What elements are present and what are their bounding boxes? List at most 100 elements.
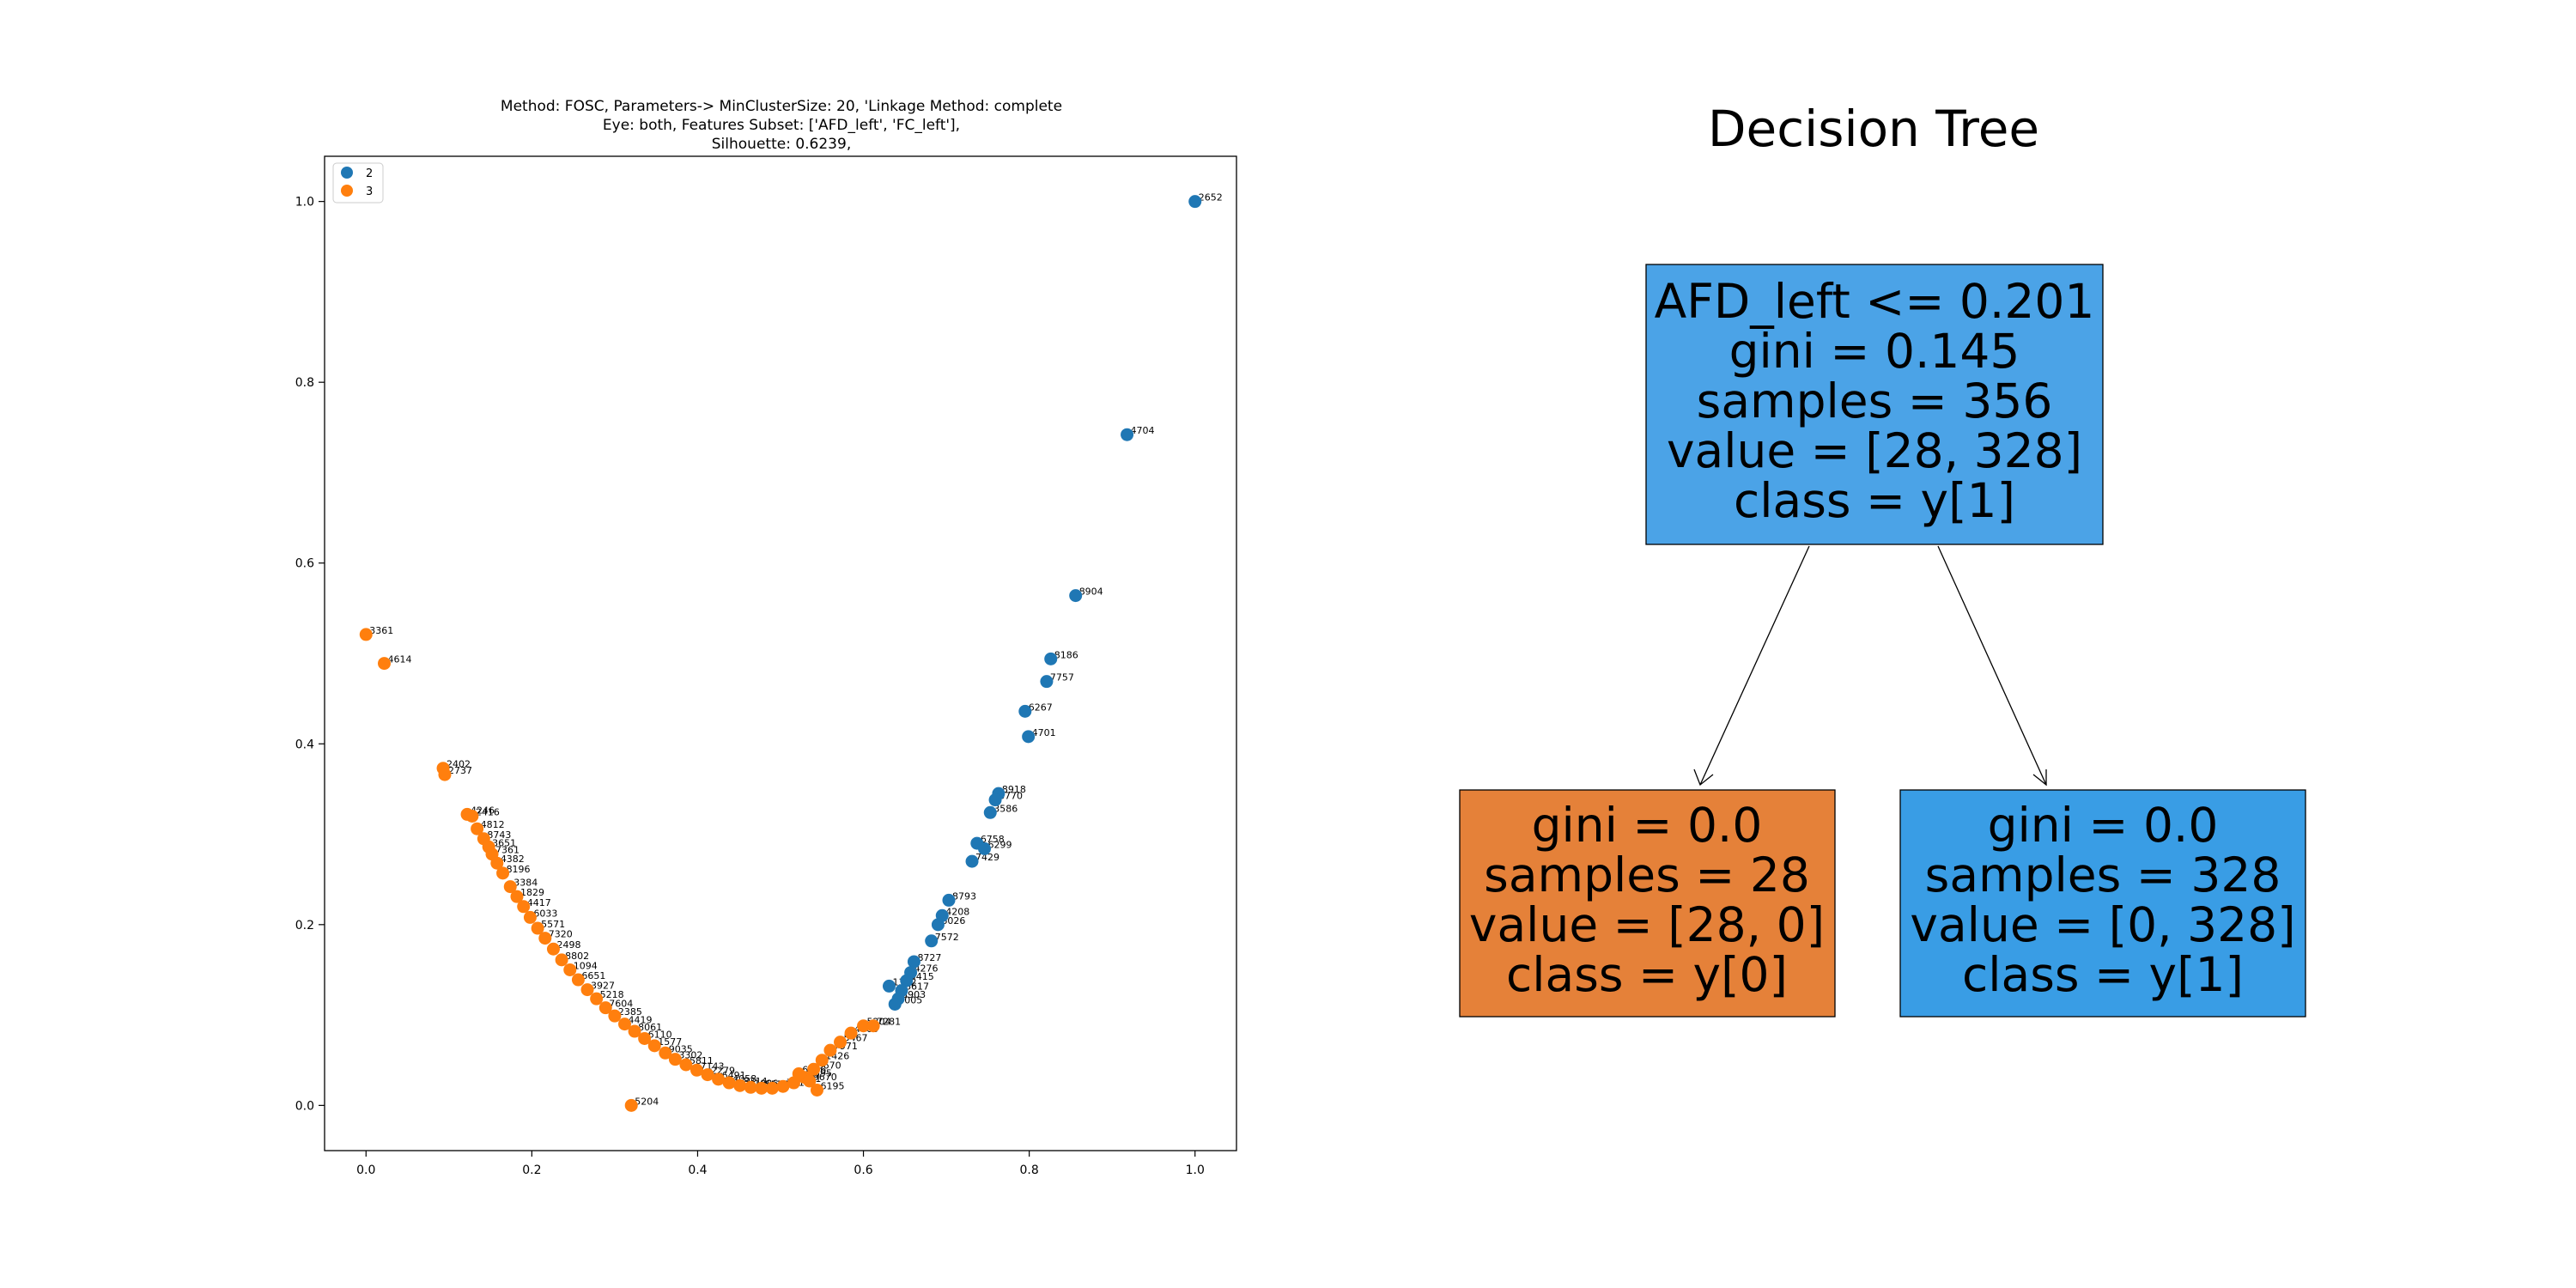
point-label: 1094 [574,960,598,971]
point-label: 8904 [1079,586,1103,598]
point-label: 6299 [988,839,1012,850]
point-labels: 2652470489048186775762674701891887703586… [369,192,1222,1108]
scatter-point-series-3 [471,822,484,835]
point-label: 2737 [448,765,472,776]
edge-root-right-arrowhead [2032,769,2047,787]
point-label: 7429 [975,852,999,863]
point-label: 2416 [476,806,500,817]
left-class: class = y[0] [1506,947,1788,1002]
legend-marker-2 [341,167,353,179]
scatter-point-series-3 [803,1074,817,1088]
point-label: 9670 [813,1072,837,1083]
point-label: 2402 [447,759,471,770]
y-tick-label: 0.2 [295,919,314,933]
point-label: 6651 [581,970,605,981]
scatter-point-series-2 [1044,652,1058,665]
scatter-point-series-3 [531,921,544,935]
scatter-point-series-2 [1018,704,1032,718]
point-label: 4704 [1131,425,1155,436]
scatter-point-series-2 [1040,675,1054,689]
scatter-point-series-3 [744,1080,757,1094]
scatter-point-series-3 [668,1053,682,1066]
x-tick-label: 1.0 [1186,1163,1205,1177]
point-label: 4812 [481,819,505,830]
scatter-point-series-3 [807,1062,821,1076]
edge-root-right [1937,545,2047,786]
scatter-point-series-2 [1121,428,1134,441]
right-samples: samples = 328 [1925,848,2281,902]
point-label: 2652 [1199,192,1223,204]
scatter-point-series-3 [378,657,392,671]
y-tick-label: 1.0 [295,196,314,210]
scatter-point-series-2 [888,997,902,1011]
scatter-point-series-3 [810,1083,823,1097]
point-label: 7572 [935,932,959,943]
scatter-point-series-2 [1022,730,1036,744]
legend-marker-3 [341,185,353,197]
x-tick-label: 0.6 [854,1163,872,1177]
right-gini: gini = 0.0 [1988,798,2219,853]
legend-label-2: 2 [366,167,373,180]
point-label: 6758 [981,834,1005,845]
scatter-point-series-3 [590,992,604,1005]
tree-node-right-box [1899,789,2306,1018]
right-class: class = y[1] [1962,947,2244,1002]
tree-node-root-box [1645,264,2104,545]
point-label: 2385 [618,1006,642,1018]
scatter-point-series-3 [598,1001,612,1015]
point-label: 6267 [1029,702,1053,713]
point-label: 7281 [877,1017,901,1028]
point-label: 6110 [648,1029,672,1040]
edge-root-left [1699,545,1810,786]
scatter-point-series-2 [978,841,992,855]
point-label: 7361 [495,845,519,856]
scatter-point-series-3 [844,1026,858,1040]
scatter-point-series-3 [465,809,479,823]
scatter-point-series-3 [496,866,510,880]
plot-title-line-1: Method: FOSC, Parameters-> MinClusterSiz… [501,98,1062,115]
scatter-point-series-2 [900,974,914,987]
scatter-point-series-3 [659,1046,672,1060]
point-label: 1829 [520,887,544,898]
point-label: 2498 [556,939,580,951]
point-label: 5218 [600,989,624,1000]
point-label: 4208 [945,906,969,917]
y-tick-label: 0.4 [295,738,314,751]
point-label: 7320 [549,929,573,940]
point-label: 8918 [1002,784,1026,795]
plot-title-line-3: Silhouette: 0.6239, [712,136,851,153]
scatter-point-series-2 [988,793,1002,807]
scatter-point-series-3 [679,1058,693,1072]
scatter-point-series-3 [359,628,373,641]
scatter-point-series-2 [925,934,939,948]
legend: 2 3 [332,162,384,204]
tree-node-left-box [1459,789,1836,1018]
x-tick-label: 0.2 [522,1163,541,1177]
y-tick-label: 0.8 [295,376,314,390]
point-label: 4382 [501,854,525,865]
scatter-point-series-3 [490,856,504,870]
tree-node-right: gini = 0.0 samples = 328 value = [0, 328… [1899,789,2306,1018]
root-class: class = y[1] [1734,473,2015,528]
point-label: 4276 [914,963,939,975]
left-samples: samples = 28 [1484,848,1810,902]
legend-box [332,162,384,204]
x-tick-label: 0.4 [688,1163,707,1177]
scatter-point-series-2 [1069,589,1083,603]
scatter-point-series-3 [690,1063,703,1077]
scatter-point-series-2 [907,955,920,969]
scatter-point-series-3 [510,890,524,903]
point-label: 4419 [628,1015,652,1026]
root-split-rule: AFD_left <= 0.201 [1655,274,2095,329]
scatter-point-series-2 [983,805,997,819]
scatter-point-series-3 [638,1031,652,1045]
scatter-point-series-3 [712,1072,726,1086]
point-label: 4417 [527,897,551,908]
scatter-point-series-3 [580,983,594,997]
root-samples: samples = 356 [1697,374,2053,428]
point-label: 1577 [658,1036,682,1048]
scatter-point-series-2 [931,918,945,932]
scatter-point-series-3 [792,1067,805,1081]
y-tick-label: 0.6 [295,557,314,571]
point-label: 7604 [609,999,633,1010]
